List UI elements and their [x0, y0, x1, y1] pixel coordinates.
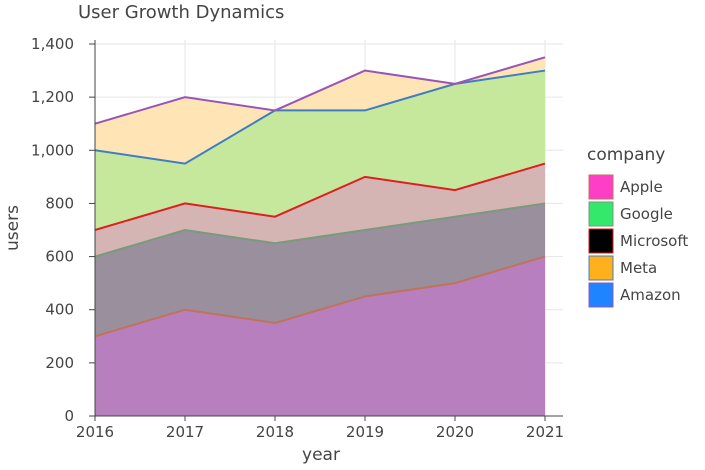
- area-apple: [95, 256, 545, 416]
- line-apple: [94, 255, 546, 338]
- legend-label: Google: [620, 205, 673, 223]
- legend-swatch: [588, 201, 614, 227]
- legend-label: Amazon: [620, 286, 681, 304]
- x-tick-label: 2021: [526, 423, 564, 441]
- x-tick-label: 2020: [436, 423, 474, 441]
- y-tick-label: 1,000: [31, 141, 74, 159]
- line-google: [94, 202, 546, 258]
- legend-swatch: [588, 174, 614, 200]
- legend-swatch: [588, 228, 614, 254]
- legend-label: Apple: [620, 178, 663, 196]
- y-tick-label: 200: [45, 354, 74, 372]
- x-tick-label: 2018: [256, 423, 294, 441]
- legend-label: Microsoft: [620, 232, 688, 250]
- line-meta: [94, 69, 546, 165]
- x-tick-labels: 2016 2017 2018 2019 2020 2021: [76, 416, 564, 441]
- x-tick-label: 2016: [76, 423, 114, 441]
- x-tick-label: 2017: [166, 423, 204, 441]
- y-tick-label: 800: [45, 194, 74, 212]
- legend-swatch: [588, 255, 614, 281]
- y-tick-label: 1,400: [31, 35, 74, 53]
- y-tick-label: 400: [45, 301, 74, 319]
- line-amazon: [94, 56, 546, 125]
- y-tick-label: 600: [45, 248, 74, 266]
- legend-item-google[interactable]: Google: [588, 201, 673, 227]
- legend-items[interactable]: Apple Google Microsoft Meta Amazon: [588, 174, 688, 308]
- legend[interactable]: company Apple Google Microsoft Meta Amazon: [587, 145, 688, 308]
- x-tick-label: 2019: [346, 423, 384, 441]
- y-axis-title: users: [3, 205, 23, 251]
- legend-title: company: [587, 145, 665, 165]
- legend-item-microsoft[interactable]: Microsoft: [588, 228, 688, 254]
- y-tick-label: 1,200: [31, 88, 74, 106]
- y-tick-labels: 0 200 400 600 800 1,000 1,200 1,400: [31, 35, 95, 425]
- legend-swatch: [588, 282, 614, 308]
- y-tick-label: 0: [64, 407, 74, 425]
- legend-label: Meta: [620, 259, 657, 277]
- legend-item-amazon[interactable]: Amazon: [588, 282, 681, 308]
- series-lines: [94, 56, 546, 338]
- legend-item-apple[interactable]: Apple: [588, 174, 663, 200]
- legend-item-meta[interactable]: Meta: [588, 255, 657, 281]
- line-microsoft: [94, 162, 546, 231]
- x-axis-title: year: [302, 445, 340, 465]
- chart-title: User Growth Dynamics: [78, 2, 284, 23]
- axes: [94, 40, 563, 417]
